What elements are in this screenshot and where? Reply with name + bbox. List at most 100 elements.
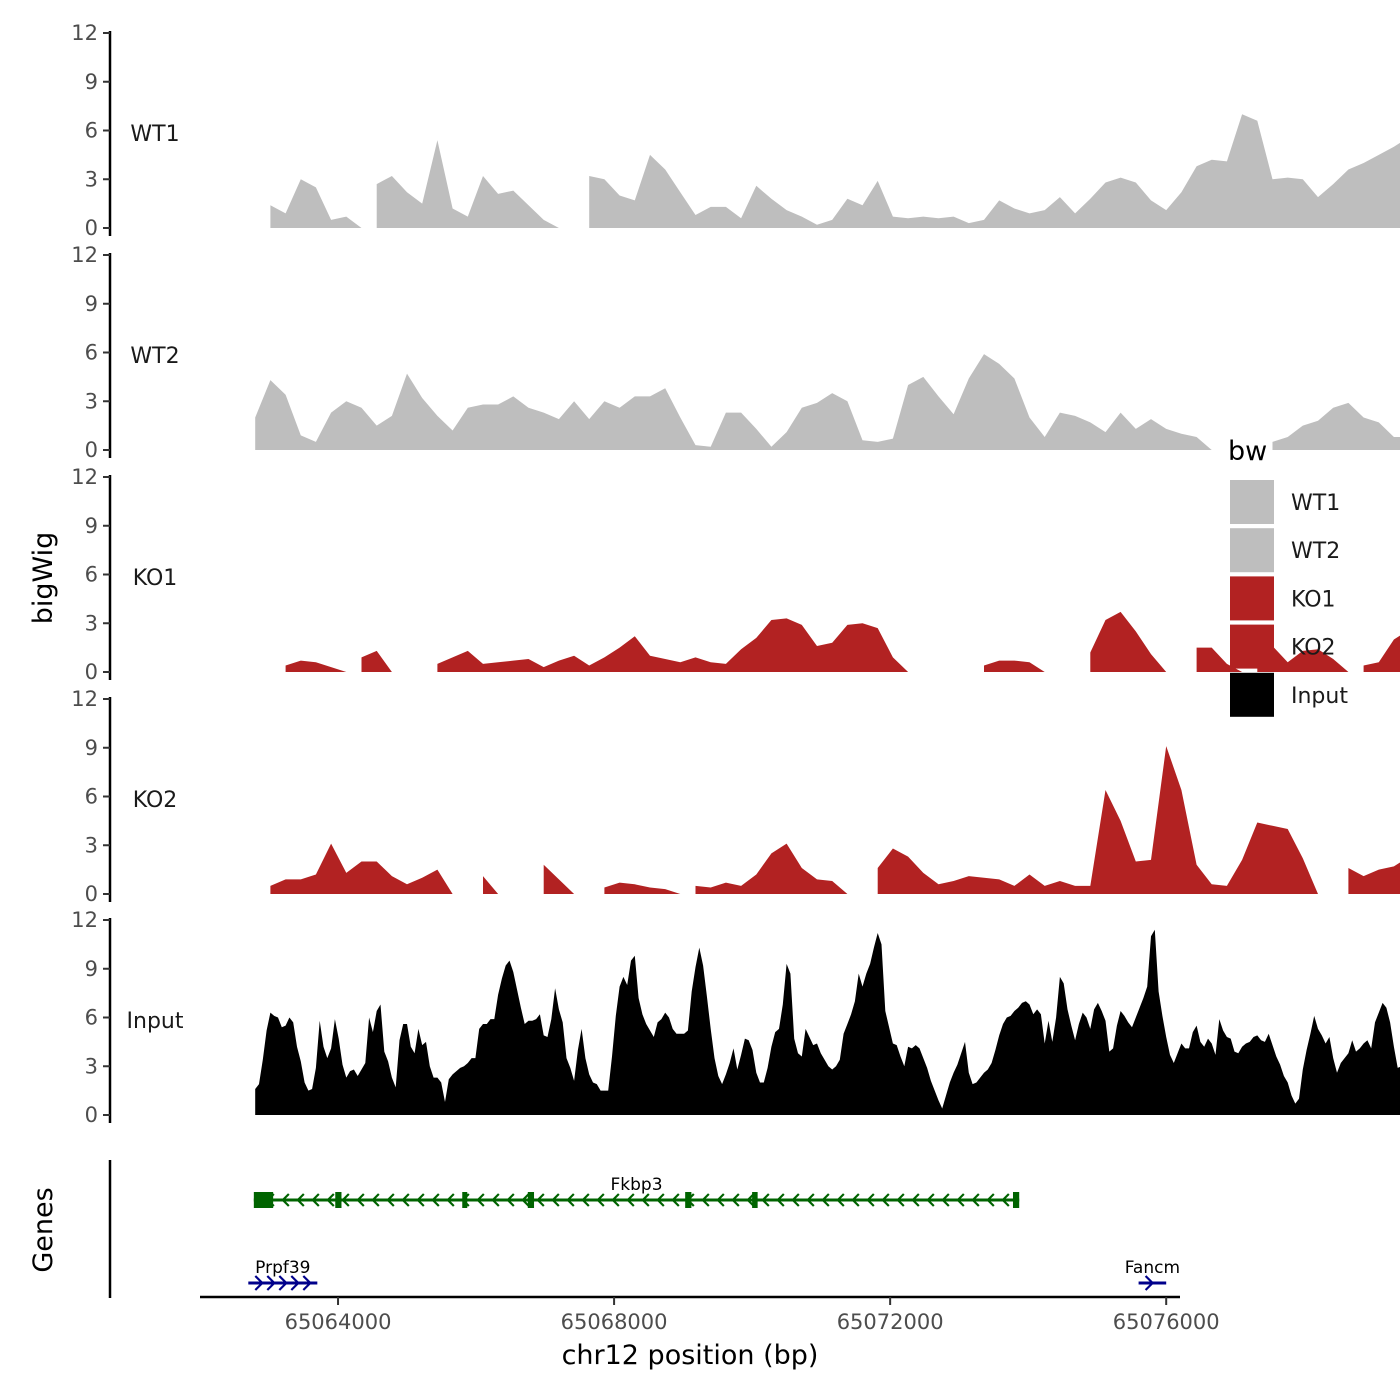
signal-area-ko2	[270, 746, 1400, 894]
y-tick-label: 12	[71, 21, 98, 45]
y-tick-label: 6	[85, 119, 98, 143]
legend-swatch-wt1	[1230, 480, 1274, 524]
legend-swatch-ko2	[1230, 624, 1274, 669]
strand-arrow	[266, 1275, 276, 1291]
strand-arrow	[431, 1193, 440, 1207]
strand-arrow	[746, 1193, 755, 1207]
strand-arrow	[506, 1193, 515, 1207]
y-tick-label: 6	[85, 563, 98, 587]
y-tick-label: 3	[85, 167, 98, 191]
strand-arrow	[611, 1193, 620, 1207]
x-tick-label: 65064000	[285, 1310, 392, 1334]
exon-block	[462, 1192, 468, 1208]
strand-arrow	[851, 1193, 860, 1207]
legend-label-input: Input	[1291, 684, 1348, 709]
strand-arrow	[701, 1193, 710, 1207]
y-tick-label: 0	[85, 216, 98, 240]
x-tick-label: 65072000	[837, 1310, 944, 1334]
signal-area-input	[255, 929, 1400, 1115]
strand-arrow	[761, 1193, 770, 1207]
y-tick-label: 12	[71, 243, 98, 267]
strand-arrow	[881, 1193, 890, 1207]
genes-panel: Fkbp3 Prpf39 Fancm	[108, 1160, 1180, 1298]
y-tick-label: 9	[85, 514, 98, 538]
strand-arrow	[278, 1275, 288, 1291]
gene-fancm: Fancm	[1125, 1258, 1180, 1291]
strand-arrow	[536, 1193, 545, 1207]
y-tick-label: 6	[85, 785, 98, 809]
strand-arrow	[290, 1275, 300, 1291]
strand-arrow	[896, 1193, 905, 1207]
exon-block	[253, 1192, 274, 1208]
legend-swatch-wt2	[1230, 528, 1274, 573]
strand-arrow	[341, 1193, 350, 1207]
legend-title: bw	[1228, 436, 1267, 467]
strand-arrow	[791, 1193, 800, 1207]
legend-swatch-input	[1230, 672, 1274, 717]
strand-arrow	[1144, 1275, 1155, 1291]
strand-arrow	[566, 1193, 575, 1207]
legend-label-ko2: KO2	[1291, 636, 1336, 661]
track-label-input: Input	[127, 1009, 184, 1034]
strand-arrow	[941, 1193, 950, 1207]
track-label-ko1: KO1	[133, 566, 178, 591]
signal-area-wt1	[270, 114, 1400, 228]
exon-block	[527, 1192, 535, 1208]
y-tick-label: 3	[85, 611, 98, 635]
strand-arrow	[926, 1193, 935, 1207]
strand-arrow	[356, 1193, 365, 1207]
strand-arrow	[821, 1193, 830, 1207]
strand-arrow	[521, 1193, 530, 1207]
y-tick-label: 9	[85, 292, 98, 316]
y-tick-label: 12	[71, 687, 98, 711]
strand-arrow	[596, 1193, 605, 1207]
tracks-group: 0 3 6 9 12 WT1 0 3 6 9 12 WT2 0 3 6 9 12 KO1 0 3 6 9 12 KO2 0 3 6 9…	[71, 21, 1400, 1127]
strand-arrow	[491, 1193, 500, 1207]
strand-arrow	[446, 1193, 455, 1207]
y-tick-label: 0	[85, 882, 98, 906]
strand-arrow	[1001, 1193, 1010, 1207]
legend-label-ko1: KO1	[1291, 587, 1336, 612]
strand-arrow	[986, 1193, 995, 1207]
x-axis-title: chr12 position (bp)	[562, 1340, 819, 1371]
y-tick-label: 9	[85, 957, 98, 981]
y-axis-title: bigWig	[28, 532, 59, 625]
gene-label-prpf39: Prpf39	[255, 1258, 310, 1278]
strand-arrow	[626, 1193, 635, 1207]
strand-arrow	[866, 1193, 875, 1207]
legend-label-wt1: WT1	[1291, 491, 1340, 516]
y-tick-label: 0	[85, 660, 98, 684]
track-ko2: 0 3 6 9 12 KO2	[71, 687, 1400, 906]
gene-prpf39: Prpf39	[248, 1258, 318, 1291]
strand-arrow	[641, 1193, 650, 1207]
strand-arrow	[971, 1193, 980, 1207]
y-tick-label: 6	[85, 1006, 98, 1030]
y-tick-label: 0	[85, 438, 98, 462]
strand-arrow	[311, 1193, 320, 1207]
legend-label-wt2: WT2	[1291, 539, 1340, 564]
strand-arrow	[401, 1193, 410, 1207]
strand-arrow	[254, 1275, 264, 1291]
genes-axis-title: Genes	[28, 1187, 59, 1272]
y-tick-label: 3	[85, 389, 98, 413]
signal-area-ko1	[285, 611, 1400, 672]
track-label-wt2: WT2	[130, 344, 179, 369]
track-input: 0 3 6 9 12 Input	[71, 908, 1400, 1127]
strand-arrow	[836, 1193, 845, 1207]
x-axis: 65064000 65068000 65072000 65076000	[200, 1295, 1220, 1334]
strand-arrow	[671, 1193, 680, 1207]
strand-arrow	[716, 1193, 725, 1207]
y-tick-label: 12	[71, 465, 98, 489]
y-tick-label: 3	[85, 1054, 98, 1078]
strand-arrow	[911, 1193, 920, 1207]
strand-arrow	[731, 1193, 740, 1207]
strand-arrow	[386, 1193, 395, 1207]
y-tick-label: 0	[85, 1103, 98, 1127]
legend: bw WT1 WT2 KO1 KO2 Input	[1228, 436, 1348, 717]
track-ko1: 0 3 6 9 12 KO1	[71, 465, 1400, 684]
strand-arrow	[551, 1193, 560, 1207]
strand-arrow	[656, 1193, 665, 1207]
gene-label-fkbp3: Fkbp3	[610, 1175, 662, 1195]
track-label-wt1: WT1	[130, 122, 179, 147]
